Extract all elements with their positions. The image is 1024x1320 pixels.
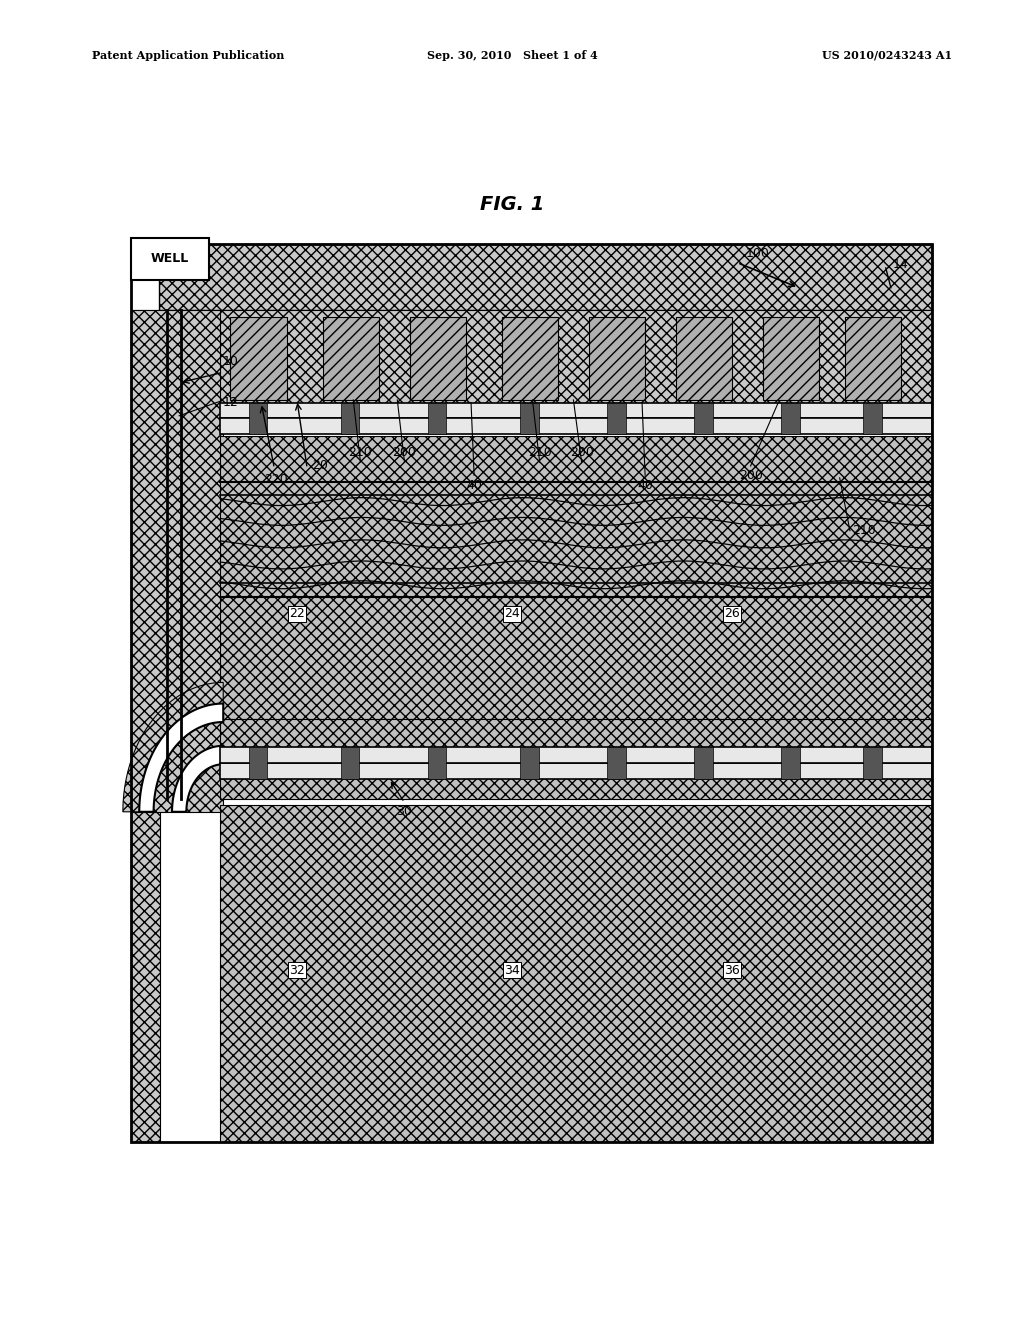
Bar	[323, 317, 379, 400]
Text: 14: 14	[893, 257, 908, 271]
Text: 20: 20	[312, 459, 329, 473]
Bar	[428, 403, 446, 434]
Bar	[220, 763, 932, 779]
Text: 210: 210	[527, 446, 552, 459]
Text: US 2010/0243243 A1: US 2010/0243243 A1	[822, 50, 952, 61]
Bar	[607, 403, 626, 434]
Text: 30: 30	[396, 805, 413, 818]
Bar	[520, 747, 539, 779]
Text: Sep. 30, 2010   Sheet 1 of 4: Sep. 30, 2010 Sheet 1 of 4	[427, 50, 597, 61]
Bar	[845, 317, 901, 400]
Bar	[781, 747, 800, 779]
Text: 26: 26	[724, 607, 740, 620]
Bar	[502, 317, 558, 400]
Text: 32: 32	[289, 964, 305, 977]
Bar	[220, 719, 932, 799]
Bar	[694, 403, 713, 434]
Bar	[428, 747, 446, 779]
Text: 24: 24	[504, 607, 520, 620]
Text: 34: 34	[504, 964, 520, 977]
Bar	[230, 317, 287, 400]
Bar	[763, 317, 819, 400]
Bar	[676, 317, 732, 400]
Text: 210: 210	[348, 446, 373, 459]
Bar	[220, 403, 932, 418]
Bar	[520, 403, 539, 434]
FancyBboxPatch shape	[131, 238, 209, 280]
Bar	[863, 403, 882, 434]
Text: 210: 210	[852, 524, 876, 537]
Text: Patent Application Publication: Patent Application Publication	[92, 50, 285, 61]
Polygon shape	[131, 310, 223, 812]
Text: 220: 220	[264, 473, 289, 486]
Polygon shape	[139, 704, 223, 812]
Text: 40: 40	[466, 479, 482, 492]
Text: 100: 100	[745, 247, 769, 260]
Bar	[249, 403, 267, 434]
Text: 200: 200	[569, 446, 594, 459]
Polygon shape	[123, 682, 223, 812]
Bar	[781, 403, 800, 434]
Text: 12: 12	[222, 396, 238, 409]
Text: 200: 200	[738, 469, 763, 482]
Bar	[694, 747, 713, 779]
Bar	[131, 244, 932, 1142]
Bar	[863, 747, 882, 779]
Bar	[220, 805, 932, 1142]
Polygon shape	[172, 746, 223, 812]
Bar	[220, 310, 932, 403]
Bar	[607, 747, 626, 779]
Bar	[131, 310, 160, 1142]
Bar	[220, 436, 932, 719]
Bar	[220, 747, 932, 763]
Text: FIG. 1: FIG. 1	[480, 195, 544, 214]
Text: 200: 200	[392, 446, 417, 459]
Text: 40: 40	[637, 479, 653, 492]
Bar	[249, 747, 267, 779]
Text: WELL: WELL	[151, 252, 189, 265]
Bar	[159, 244, 932, 310]
Bar	[220, 418, 932, 434]
Bar	[341, 403, 359, 434]
Text: 10: 10	[222, 355, 239, 368]
Text: 36: 36	[724, 964, 740, 977]
Bar	[410, 317, 466, 400]
Bar	[341, 747, 359, 779]
Text: 22: 22	[289, 607, 305, 620]
Bar	[589, 317, 645, 400]
